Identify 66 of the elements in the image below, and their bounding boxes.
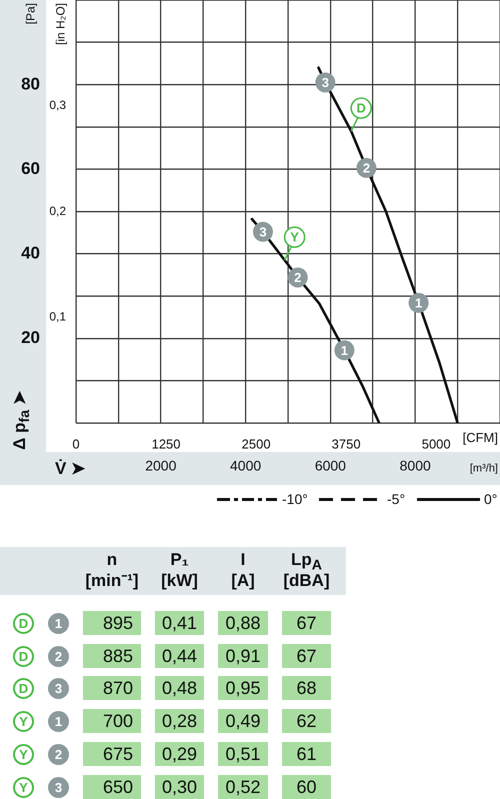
annotation: 3 [259, 224, 267, 240]
x2-tick-label: 5000 [422, 436, 451, 452]
category-label: Y 3 [19, 780, 62, 794]
category-label: D 1 [18, 616, 62, 631]
text: 870 [102, 678, 133, 698]
text: 62 [296, 711, 317, 732]
y-tick-label: 20 [21, 328, 40, 348]
x2-tick-label: 2500 [242, 436, 271, 452]
category-label: D 3 [18, 681, 62, 696]
x-tick-label: 4000 [230, 457, 262, 474]
annotation: 1 [414, 295, 422, 310]
annotation: 2 [362, 160, 370, 176]
text: 0,44 [162, 646, 198, 666]
y2-axis-title: [in H₂O] [53, 3, 68, 45]
category-label: n [min⁻¹] [84, 549, 140, 591]
text: 0,88 [225, 613, 261, 633]
category-label: Lp$_{A}$ [dBA] [282, 549, 331, 591]
category-label: D 2 [18, 648, 62, 664]
text: 0,41 [162, 613, 198, 633]
text: 675 [102, 744, 133, 764]
x-tick-label: 8000 [400, 457, 431, 474]
category-label: Y 2 [19, 746, 62, 762]
series-label: D [356, 100, 366, 116]
text: 0,48 [162, 678, 198, 698]
x-tick-label: 2000 [145, 457, 177, 474]
text: 885 [102, 646, 133, 666]
text: 60 [296, 776, 317, 796]
text: 67 [296, 646, 317, 666]
annotation: 2 [294, 270, 302, 286]
text: 700 [102, 711, 133, 732]
text: 0,52 [225, 776, 261, 796]
x-axis-title: [m³/h] [470, 462, 498, 475]
y-tick-label: 80 [21, 74, 40, 94]
text: 0,49 [225, 711, 261, 732]
x2-tick-label: 0 [72, 436, 80, 452]
x2-tick-label: 1250 [152, 436, 181, 452]
y-tick-label: 40 [21, 243, 40, 262]
text: 61 [296, 744, 317, 764]
category-label: I [A] [231, 550, 255, 590]
y-tick-label: 60 [21, 158, 40, 178]
text: 0,29 [162, 744, 198, 764]
series-label: Y [290, 230, 300, 245]
text: 0,30 [162, 776, 198, 796]
y2-tick-label: 0,3 [49, 98, 66, 112]
text: 0° [484, 491, 498, 507]
text: 895 [102, 613, 133, 633]
text: 0,95 [225, 678, 261, 698]
y-axis-title: [Pa] [23, 3, 38, 24]
text: 0,51 [225, 744, 261, 764]
text: -5° [387, 491, 406, 507]
text: V̇ ➤ [55, 458, 86, 479]
annotation: 3 [322, 75, 329, 90]
x2-axis-title: [CFM] [462, 430, 498, 446]
x-tick-label: 6000 [314, 457, 346, 474]
text: 68 [296, 678, 317, 698]
text: 650 [102, 776, 133, 796]
y2-tick-label: 0,1 [49, 310, 66, 324]
x2-tick-label: 3750 [332, 436, 361, 452]
category-label: P₁ [kW] [161, 550, 198, 590]
y2-tick-label: 0,2 [49, 204, 66, 218]
text: 0,91 [225, 646, 261, 666]
category-label: Y 1 [19, 714, 62, 730]
text: -10° [282, 491, 308, 507]
text: 67 [296, 613, 317, 633]
text: 0,28 [162, 711, 198, 732]
annotation: 1 [340, 342, 348, 358]
